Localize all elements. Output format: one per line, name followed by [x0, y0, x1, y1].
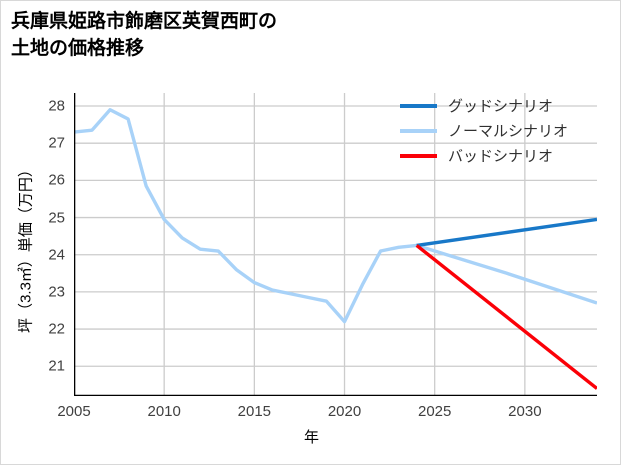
y-axis-tick-label: 28	[48, 97, 65, 115]
x-axis-tick-label: 2020	[327, 403, 362, 420]
x-axis-tick-label: 2010	[147, 403, 181, 420]
legend-item[interactable]: グッドシナリオ	[400, 93, 600, 118]
series-line	[415, 244, 597, 390]
y-axis-tick-label: 27	[48, 134, 65, 152]
x-axis-tick-label: 2025	[418, 403, 452, 420]
x-axis-label: 年	[303, 429, 319, 446]
plot-svg	[74, 93, 597, 396]
y-axis-tick-label: 23	[48, 283, 65, 301]
y-axis-tick-label: 25	[48, 209, 65, 227]
series-lines	[74, 108, 597, 390]
y-axis-label: 坪（3.3㎡）単価（万円）	[17, 162, 35, 333]
x-axis-tick-label: 2015	[237, 403, 272, 420]
legend-item-label: バッドシナリオ	[448, 148, 554, 165]
x-axis-tick-label: 2005	[57, 403, 91, 420]
grid-lines	[74, 93, 597, 396]
legend-color-swatch	[400, 103, 437, 108]
x-axis-tick-label: 2030	[508, 403, 542, 420]
y-axis-tick-label: 26	[48, 171, 65, 189]
chart-title: 兵庫県姫路市飾磨区英賀西町の 土地の価格推移	[11, 11, 278, 59]
legend-color-swatch	[400, 128, 437, 133]
y-axis-tick-label: 24	[48, 246, 65, 264]
legend-item-label: グッドシナリオ	[448, 98, 554, 115]
legend-item[interactable]: バッドシナリオ	[400, 143, 600, 168]
legend-item-label: ノーマルシナリオ	[448, 123, 569, 140]
legend-item[interactable]: ノーマルシナリオ	[400, 118, 600, 143]
legend-color-swatch	[400, 153, 437, 158]
series-line	[74, 108, 597, 324]
series-line	[416, 217, 597, 248]
plot-area	[74, 93, 597, 396]
chart-legend: グッドシナリオ ノーマルシナリオ バッドシナリオ	[400, 93, 600, 168]
y-axis-tick-label: 22	[48, 320, 65, 338]
y-axis-tick-label: 21	[48, 357, 65, 375]
